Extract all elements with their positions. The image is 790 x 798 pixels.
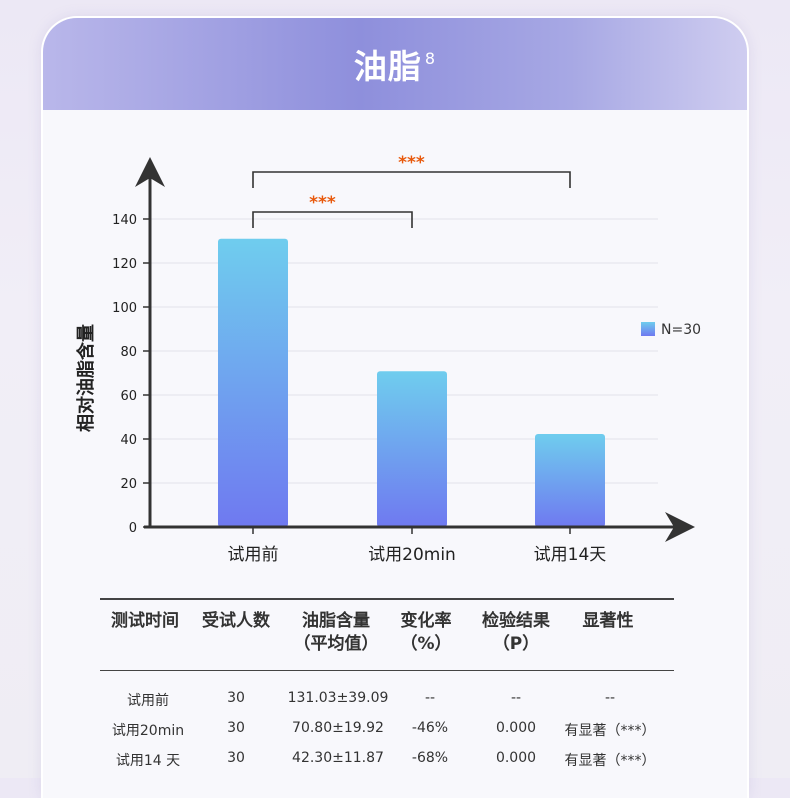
table-cell: --	[424, 690, 436, 706]
table-cell: 70.80±19.92	[292, 720, 384, 736]
significance-label: ***	[309, 193, 336, 213]
header-line1: 显著性	[582, 611, 634, 631]
table-header: 测试时间 受试人数 油脂含量 （平均值） 变化率 （%） 检验结果 （P） 显著性	[100, 598, 674, 671]
table-row: 试用前 30 131.03±39.09 -- -- --	[100, 685, 680, 715]
header-line2: （P）	[492, 634, 540, 654]
y-tick-label: 140	[112, 213, 137, 228]
table-cell: --	[604, 690, 616, 706]
header-line2: （%）	[400, 634, 452, 654]
significance-label: ***	[398, 153, 425, 173]
results-table: 测试时间 受试人数 油脂含量 （平均值） 变化率 （%） 检验结果 （P） 显著性 试用前 30 1…	[100, 598, 680, 775]
table-cell: 131.03±39.09	[287, 690, 389, 706]
x-category-label: 试用14天	[534, 545, 607, 565]
bar-chart: 0 20 40 60 80 100 120 140 试用前 试用20min 试用14天 *** **…	[75, 153, 701, 565]
table-body: 试用前 30 131.03±39.09 -- -- -- 试用20min 30 70.80±19…	[100, 671, 680, 775]
table-cell: 试用前	[127, 693, 169, 709]
table-cell: -46%	[411, 720, 449, 736]
y-tick-label: 40	[120, 433, 137, 448]
table-cell: 有显著（***）	[564, 723, 656, 739]
table-cell: -68%	[411, 750, 449, 766]
y-tick-label: 120	[112, 257, 137, 272]
table-header-cell: 变化率 （%）	[366, 610, 486, 656]
bar	[377, 371, 447, 527]
header-line1: 检验结果	[482, 611, 550, 631]
bar	[218, 238, 288, 527]
table-cell: 42.30±11.87	[292, 750, 384, 766]
legend-label: N=30	[661, 322, 701, 338]
oil-card: 油脂 8	[43, 18, 747, 798]
header-line1: 测试时间	[111, 611, 179, 631]
y-axis-label: 相对油脂含量	[75, 324, 97, 432]
significance-bracket	[252, 211, 413, 228]
table-header-cell: 显著性	[548, 610, 668, 633]
table-header-cell: 检验结果 （P）	[456, 610, 576, 656]
legend: N=30	[641, 322, 701, 338]
table-cell: 30	[227, 720, 245, 736]
bar	[535, 433, 605, 527]
table-cell: 试用14 天	[115, 753, 181, 769]
table-header-cell: 油脂含量 （平均值）	[276, 610, 396, 656]
header-line2: （平均值）	[293, 634, 379, 654]
card-header: 油脂 8	[43, 18, 747, 110]
table-row: 试用20min 30 70.80±19.92 -46% 0.000 有显著（***）	[100, 715, 680, 745]
table-cell: 0.000	[495, 720, 537, 736]
card-title-footnote: 8	[424, 49, 437, 68]
table-cell: 试用20min	[111, 723, 185, 739]
header-line1: 受试人数	[202, 611, 270, 631]
y-tick-label: 60	[120, 389, 137, 404]
card-title-text: 油脂	[353, 47, 422, 86]
y-tick-label: 20	[120, 477, 137, 492]
table-row: 试用14 天 30 42.30±11.87 -68% 0.000 有显著（***）	[100, 745, 680, 775]
table-header-cell: 受试人数	[176, 610, 296, 633]
table-header-cell: 测试时间	[85, 610, 205, 633]
table-cell: 30	[227, 690, 245, 706]
table-cell: 30	[227, 750, 245, 766]
header-line1: 油脂含量	[302, 611, 370, 631]
x-category-label: 试用前	[228, 545, 279, 565]
significance-bracket	[252, 171, 571, 188]
table-cell: 有显著（***）	[564, 753, 656, 769]
y-tick-label: 100	[112, 301, 137, 316]
x-category-label: 试用20min	[368, 545, 456, 565]
table-cell: --	[510, 690, 522, 706]
card-title: 油脂 8	[354, 40, 436, 88]
legend-swatch	[641, 322, 655, 336]
y-tick-label: 0	[129, 521, 137, 536]
table-cell: 0.000	[495, 750, 537, 766]
y-tick-label: 80	[120, 345, 137, 360]
header-line1: 变化率	[400, 611, 452, 631]
